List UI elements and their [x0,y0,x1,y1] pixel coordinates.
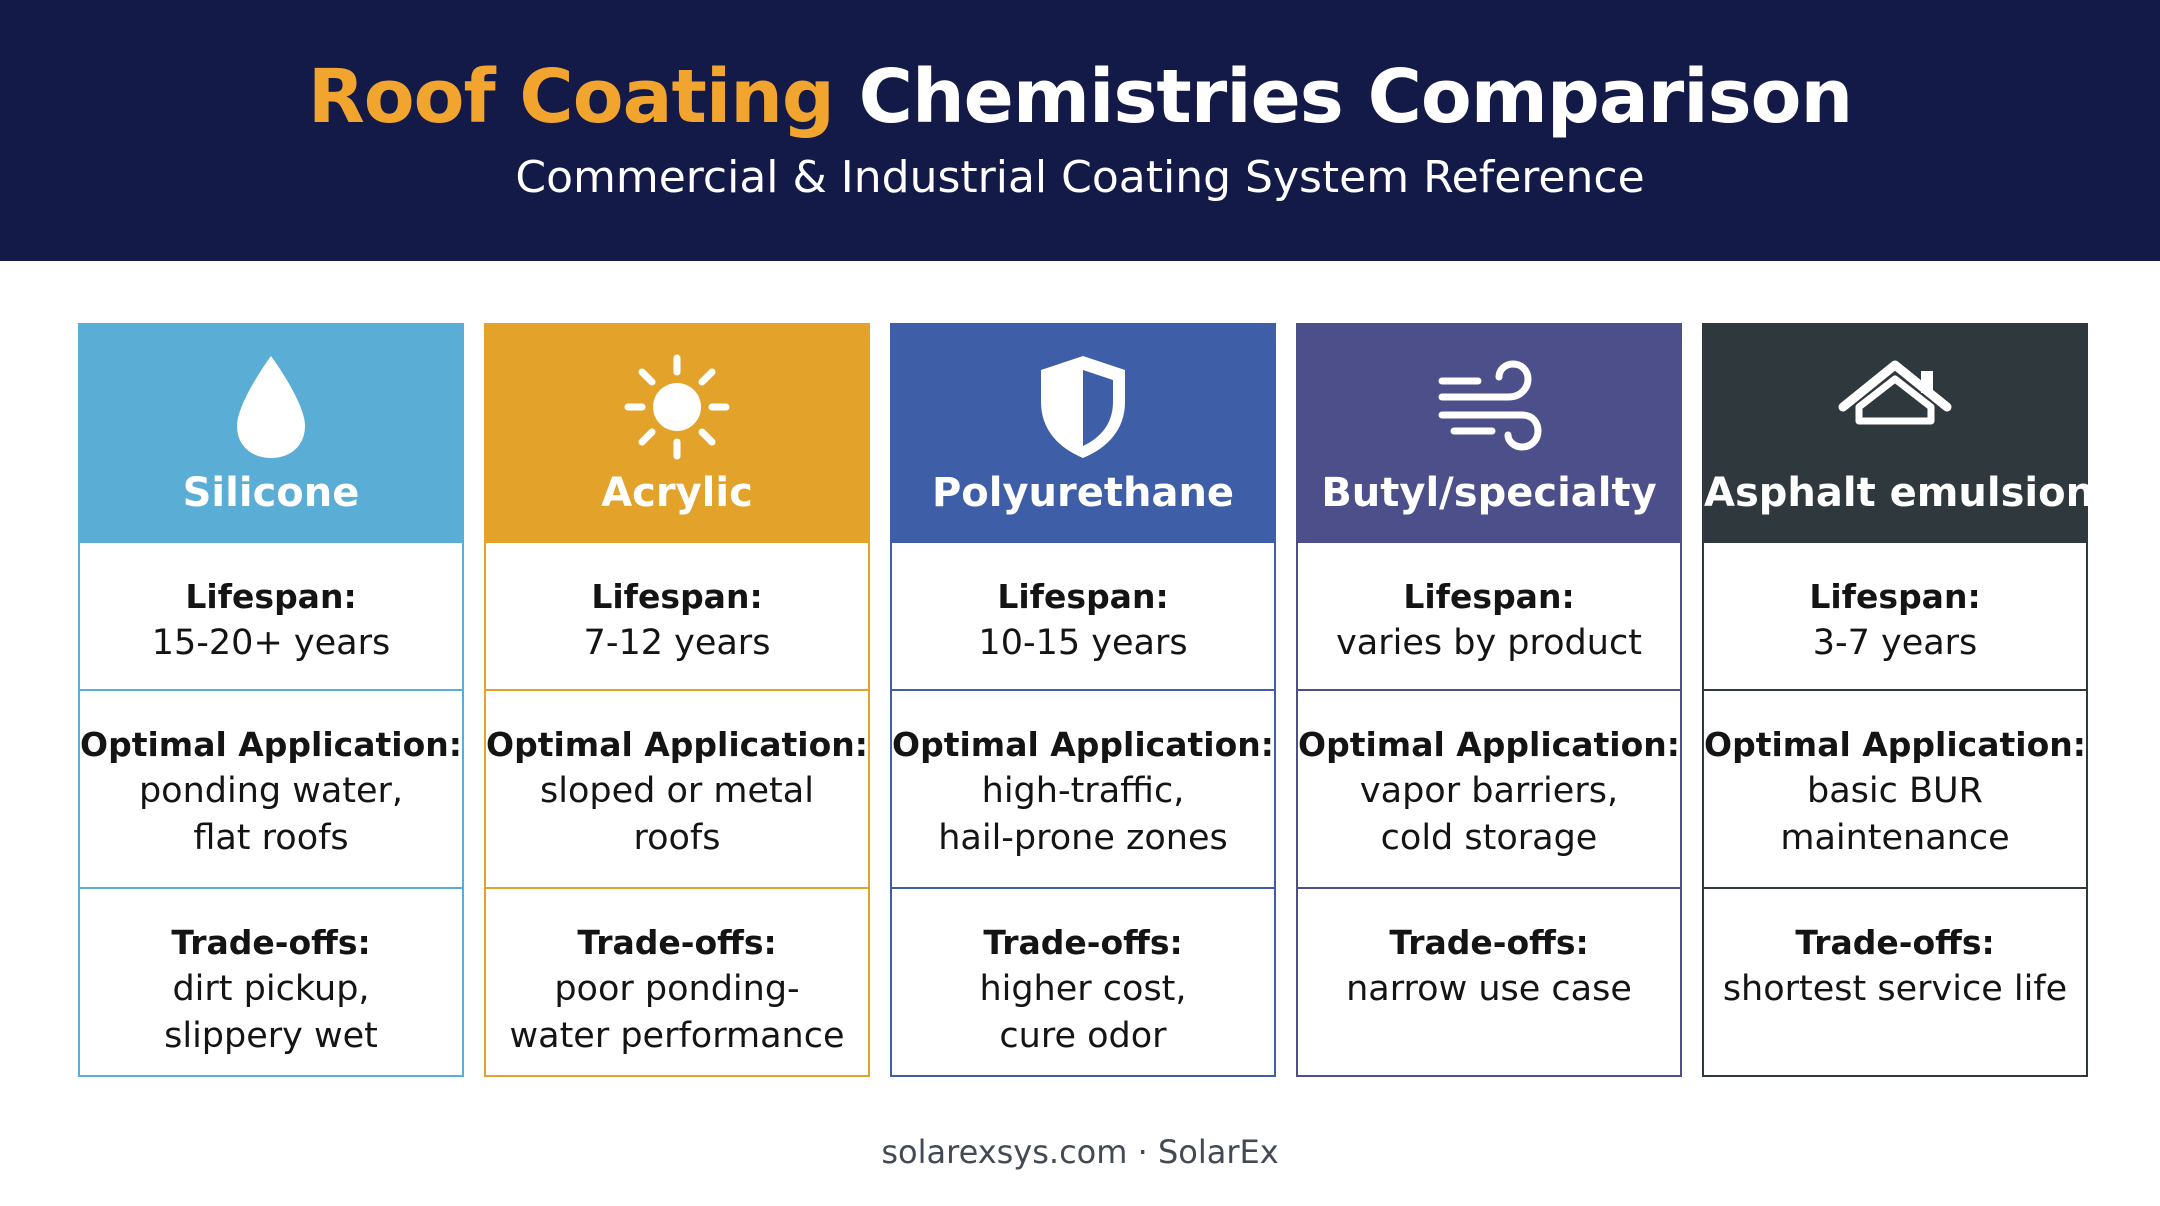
sun-icon [486,347,868,467]
lifespan-label: Lifespan: [1403,577,1575,616]
lifespan-label: Lifespan: [591,577,763,616]
wind-icon [1298,347,1680,467]
lifespan-cell: Lifespan: 3-7 years [1704,543,2086,689]
tradeoffs-cell: Trade-offs: narrow use case [1298,887,1680,1077]
house-icon [1704,347,2086,467]
lifespan-value: varies by product [1336,623,1642,663]
column-title: Acrylic [601,470,753,516]
tradeoffs-label: Trade-offs: [1389,923,1589,962]
page-title: Roof Coating Chemistries Comparison [0,52,2160,142]
application-label: Optimal Application: [486,725,868,764]
application-value: sloped or metal roofs [540,771,814,858]
lifespan-value: 7-12 years [583,623,771,663]
application-value: basic BUR maintenance [1780,771,2010,858]
column-title: Asphalt emulsion [1704,470,2095,516]
title-main: Chemistries Comparison [858,54,1854,140]
column-header: Silicone [80,325,462,543]
shield-icon [892,347,1274,467]
column-header: Polyurethane [892,325,1274,543]
lifespan-label: Lifespan: [1809,577,1981,616]
lifespan-cell: Lifespan: 7-12 years [486,543,868,689]
tradeoffs-label: Trade-offs: [1795,923,1995,962]
lifespan-value: 10-15 years [978,623,1188,663]
application-cell: Optimal Application: vapor barriers, col… [1298,689,1680,887]
application-cell: Optimal Application: sloped or metal roo… [486,689,868,887]
footer-credit: solarexsys.com · SolarEx [881,1133,1279,1171]
column-title: Butyl/specialty [1321,470,1657,516]
lifespan-value: 3-7 years [1812,623,1978,663]
application-cell: Optimal Application: high-traffic, hail-… [892,689,1274,887]
lifespan-cell: Lifespan: 10-15 years [892,543,1274,689]
page-subtitle: Commercial & Industrial Coating System R… [515,152,1645,203]
application-cell: Optimal Application: ponding water, flat… [80,689,462,887]
tradeoffs-value: narrow use case [1346,969,1632,1009]
column-title: Polyurethane [931,470,1235,516]
application-value: high-traffic, hail-prone zones [938,771,1228,858]
tradeoffs-value: higher cost, cure odor [979,969,1187,1056]
title-accent: Roof Coating [307,54,835,140]
lifespan-value: 15-20+ years [151,623,391,663]
comparison-columns: Silicone Lifespan: 15-20+ years Optimal … [78,323,2095,1077]
lifespan-cell: Lifespan: 15-20+ years [80,543,462,689]
column-header: Butyl/specialty [1298,325,1680,543]
tradeoffs-cell: Trade-offs: dirt pickup, slippery wet [80,887,462,1077]
application-label: Optimal Application: [1704,725,2086,764]
column-asphalt-emulsion: Asphalt emulsion Lifespan: 3-7 years Opt… [1702,323,2095,1077]
tradeoffs-cell: Trade-offs: higher cost, cure odor [892,887,1274,1077]
column-acrylic: Acrylic Lifespan: 7-12 years Optimal App… [484,323,870,1077]
tradeoffs-cell: Trade-offs: poor ponding- water performa… [486,887,868,1077]
tradeoffs-label: Trade-offs: [983,923,1183,962]
lifespan-label: Lifespan: [185,577,357,616]
tradeoffs-cell: Trade-offs: shortest service life [1704,887,2086,1077]
application-label: Optimal Application: [1298,725,1680,764]
tradeoffs-label: Trade-offs: [171,923,371,962]
column-silicone: Silicone Lifespan: 15-20+ years Optimal … [78,323,464,1077]
tradeoffs-value: shortest service life [1722,969,2068,1009]
column-header: Acrylic [486,325,868,543]
column-polyurethane: Polyurethane Lifespan: 10-15 years Optim… [890,323,1276,1077]
lifespan-label: Lifespan: [997,577,1169,616]
tradeoffs-value: poor ponding- water performance [509,969,845,1056]
application-label: Optimal Application: [80,725,462,764]
column-title: Silicone [182,470,360,516]
tradeoffs-value: dirt pickup, slippery wet [164,969,378,1056]
droplet-icon [80,347,462,467]
application-label: Optimal Application: [892,725,1274,764]
column-butyl-specialty: Butyl/specialty Lifespan: varies by prod… [1296,323,1682,1077]
header-banner: Roof Coating Chemistries Comparison Comm… [0,0,2160,261]
application-value: vapor barriers, cold storage [1359,771,1619,858]
lifespan-cell: Lifespan: varies by product [1298,543,1680,689]
application-cell: Optimal Application: basic BUR maintenan… [1704,689,2086,887]
application-value: ponding water, flat roofs [138,771,404,858]
tradeoffs-label: Trade-offs: [577,923,777,962]
column-header: Asphalt emulsion [1704,325,2095,543]
